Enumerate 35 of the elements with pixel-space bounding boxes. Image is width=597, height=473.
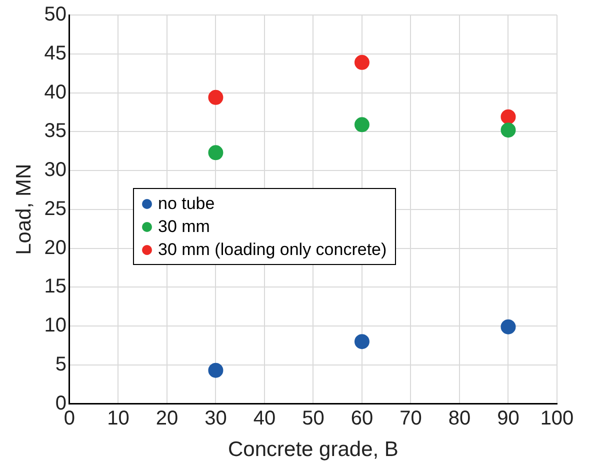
legend-label: no tube bbox=[157, 193, 216, 215]
x-tick-label: 90 bbox=[497, 407, 520, 430]
x-tick-label: 60 bbox=[350, 407, 374, 430]
x-tick-label: 10 bbox=[107, 407, 130, 430]
x-axis-title: Concrete grade, B bbox=[228, 438, 398, 462]
point bbox=[354, 54, 370, 70]
point bbox=[500, 319, 516, 334]
y-tick-label: 25 bbox=[44, 198, 66, 220]
y-axis-title: Load, MN bbox=[12, 164, 36, 255]
point bbox=[354, 117, 370, 132]
x-tick-label: 40 bbox=[253, 407, 276, 430]
legend-label: 30 mm bbox=[157, 216, 211, 238]
x-tick-label: 50 bbox=[302, 407, 324, 430]
point bbox=[208, 362, 224, 378]
y-tick-label: 50 bbox=[44, 4, 66, 26]
point bbox=[208, 90, 224, 105]
point bbox=[354, 334, 370, 350]
point bbox=[208, 145, 224, 160]
point bbox=[500, 122, 516, 138]
point bbox=[500, 109, 516, 124]
x-tick-label: 30 bbox=[204, 407, 227, 430]
y-tick-label: 5 bbox=[55, 353, 66, 376]
y-tick-label: 30 bbox=[44, 159, 66, 182]
x-tick-label: 80 bbox=[448, 407, 471, 430]
x-tick-label: 70 bbox=[400, 407, 422, 430]
y-tick-label: 20 bbox=[44, 236, 66, 259]
x-tick-label: 20 bbox=[156, 407, 178, 430]
y-tick-label: 0 bbox=[55, 392, 66, 414]
y-tick-label: 15 bbox=[44, 276, 66, 298]
legend-label: 30 mm (loading only concrete) bbox=[157, 239, 387, 261]
y-tick-label: 10 bbox=[44, 314, 66, 337]
x-tick-label: 100 bbox=[540, 407, 574, 430]
y-tick-label: 35 bbox=[44, 120, 66, 142]
y-tick-label: 45 bbox=[44, 42, 66, 64]
y-tick-label: 40 bbox=[44, 81, 66, 104]
